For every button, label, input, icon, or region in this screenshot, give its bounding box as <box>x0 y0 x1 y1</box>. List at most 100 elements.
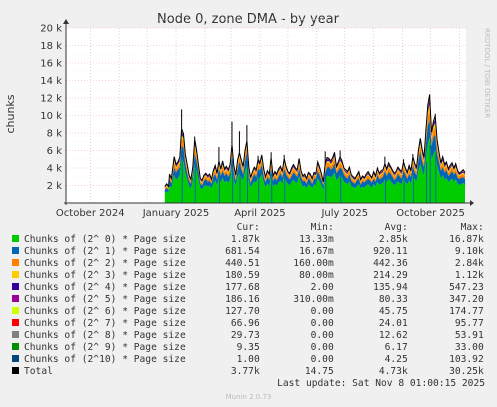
legend-max-value: 1.12k <box>454 270 484 281</box>
legend-max-value: 347.20 <box>449 294 484 305</box>
legend-row: Chunks of (2^10) * Page size 1.00 0.00 4.25… <box>12 354 484 366</box>
y-axis-arrow <box>63 19 69 24</box>
legend-series-name: Chunks of (2^ 6) * Page size <box>24 306 186 317</box>
legend-max-value: 95.77 <box>454 318 484 329</box>
legend-avg-value: 24.01 <box>378 318 408 329</box>
legend-table: Cur: Min: Avg: Max: Chunks of (2^ 0) * P… <box>12 222 484 378</box>
legend-min-value: 2.00 <box>310 282 334 293</box>
legend-row: Chunks of (2^ 4) * Page size 177.68 2.00 13… <box>12 282 484 294</box>
legend-row: Total 3.77k 14.75 4.73k 30.25k <box>12 366 484 378</box>
legend-min-value: 13.33m <box>299 234 334 245</box>
legend-swatch <box>12 235 19 242</box>
legend-max-value: 9.10k <box>454 246 484 257</box>
legend-row: Chunks of (2^ 8) * Page size 29.73 0.00 12.… <box>12 330 484 342</box>
legend-row: Chunks of (2^ 0) * Page size 1.87k 13.33m 2… <box>12 234 484 246</box>
legend-max-value: 547.23 <box>449 282 484 293</box>
legend-swatch <box>12 307 19 314</box>
grid <box>66 19 466 203</box>
legend-avg-value: 12.62 <box>378 330 408 341</box>
legend-max-value: 53.91 <box>454 330 484 341</box>
legend-min-value: 0.00 <box>310 318 334 329</box>
legend-min-value: 160.00m <box>293 258 334 269</box>
legend-avg-value: 2.85k <box>378 234 408 245</box>
legend-series-name: Chunks of (2^ 7) * Page size <box>24 318 186 329</box>
legend-cur-value: 66.96 <box>230 318 260 329</box>
y-tick-label: 12 k <box>40 94 62 105</box>
legend-cur-value: 1.00 <box>236 354 260 365</box>
legend-min-value: 16.67m <box>299 246 334 257</box>
legend-series-name: Chunks of (2^ 9) * Page size <box>24 342 186 353</box>
legend-swatch <box>12 283 19 290</box>
legend-cur-value: 1.87k <box>230 234 260 245</box>
legend-cur-value: 186.16 <box>225 294 260 305</box>
legend-series-name: Chunks of (2^10) * Page size <box>24 354 186 365</box>
y-tick-label: 10 k <box>40 111 62 122</box>
legend-avg-value: 45.75 <box>378 306 408 317</box>
legend-header-min: Min: <box>310 222 334 233</box>
legend-cur-value: 9.35 <box>236 342 260 353</box>
legend-row: Chunks of (2^ 1) * Page size 681.54 16.67m… <box>12 246 484 258</box>
x-tick-label: January 2025 <box>142 208 210 219</box>
legend-cur-value: 127.70 <box>225 306 260 317</box>
legend-row: Chunks of (2^ 7) * Page size 66.96 0.00 24.… <box>12 318 484 330</box>
munin-version: Munin 2.0.73 <box>225 393 272 401</box>
legend-cur-value: 3.77k <box>230 366 260 377</box>
peak-spikes <box>181 94 437 203</box>
legend-max-value: 16.87k <box>449 234 484 245</box>
last-update: Last update: Sat Nov 8 01:00:15 2025 <box>277 378 485 389</box>
legend-avg-value: 214.29 <box>373 270 408 281</box>
legend-row: Chunks of (2^ 3) * Page size 180.59 80.00m… <box>12 270 484 282</box>
x-tick-label: October 2025 <box>396 208 465 219</box>
x-tick-label: April 2025 <box>234 208 285 219</box>
legend-swatch <box>12 259 19 266</box>
legend-min-value: 0.00 <box>310 342 334 353</box>
legend-swatch <box>12 343 19 350</box>
y-tick-label: 6 k <box>47 146 63 157</box>
legend-avg-value: 4.25 <box>384 354 408 365</box>
legend-header-cur: Cur: <box>236 222 260 233</box>
legend-avg-value: 442.36 <box>373 258 408 269</box>
legend-series-name: Chunks of (2^ 4) * Page size <box>24 282 186 293</box>
y-tick-label: 20 k <box>40 24 62 35</box>
legend-cur-value: 681.54 <box>225 246 260 257</box>
y-tick-label: 4 k <box>47 164 63 175</box>
legend-swatch <box>12 247 19 254</box>
y-tick-label: 16 k <box>40 59 62 70</box>
rrdtool-credit: RRDTOOL / TOBI OETIKER <box>483 28 491 118</box>
legend-swatch <box>12 271 19 278</box>
legend-avg-value: 920.11 <box>373 246 408 257</box>
legend-max-value: 30.25k <box>449 366 484 377</box>
legend-row: Chunks of (2^ 6) * Page size 127.70 0.00 45… <box>12 306 484 318</box>
legend-min-value: 80.00m <box>299 270 334 281</box>
x-tick-label: October 2024 <box>56 208 125 219</box>
tick-labels: 2 k 4 k 6 k 8 k 10 k 12 k 14 k 16 k 18 k 20 k Octo… <box>40 24 465 220</box>
legend-max-value: 33.00 <box>454 342 484 353</box>
legend-max-value: 2.84k <box>454 258 484 269</box>
legend-avg-value: 80.33 <box>378 294 408 305</box>
legend-header-avg: Avg: <box>384 222 408 233</box>
legend-swatch <box>12 319 19 326</box>
legend-avg-value: 4.73k <box>378 366 408 377</box>
legend-swatch <box>12 331 19 338</box>
legend-row: Chunks of (2^ 9) * Page size 9.35 0.00 6.17… <box>12 342 484 354</box>
legend-series-name: Total <box>24 366 53 377</box>
y-tick-label: 8 k <box>47 129 63 140</box>
legend-min-value: 0.00 <box>310 354 334 365</box>
legend-row: Chunks of (2^ 5) * Page size 186.16 310.00… <box>12 294 484 306</box>
legend-cur-value: 177.68 <box>225 282 260 293</box>
legend-max-value: 174.77 <box>449 306 484 317</box>
y-tick-label: 18 k <box>40 41 62 52</box>
series-area <box>164 119 466 193</box>
legend-header-row: Cur: Min: Avg: Max: <box>12 222 484 234</box>
legend-avg-value: 6.17 <box>384 342 408 353</box>
legend-series-name: Chunks of (2^ 2) * Page size <box>24 258 186 269</box>
x-tick-label: July 2025 <box>320 208 368 219</box>
legend-min-value: 0.00 <box>310 330 334 341</box>
total-line <box>164 94 466 188</box>
legend-header-max: Max: <box>460 222 484 233</box>
y-tick-label: 14 k <box>40 76 62 87</box>
legend-min-value: 0.00 <box>310 306 334 317</box>
legend-min-value: 14.75 <box>304 366 334 377</box>
axes <box>63 19 474 206</box>
legend-swatch <box>12 295 19 302</box>
